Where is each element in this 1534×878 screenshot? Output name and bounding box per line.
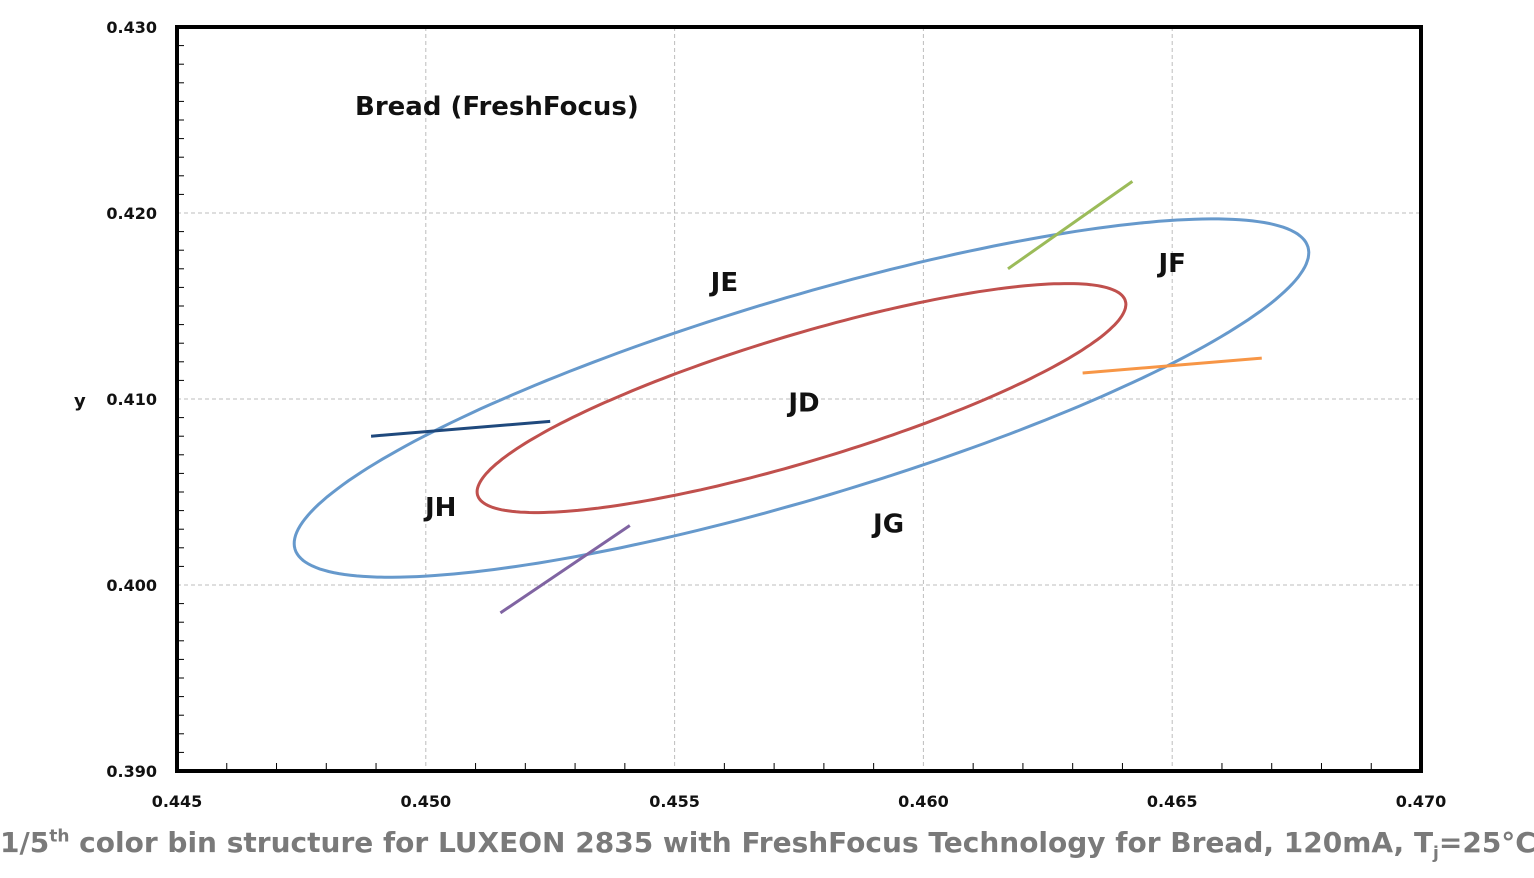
x-tick-label: 0.470 [1396,792,1447,811]
caption-part3: =25°C. [1438,826,1534,859]
x-tick-label: 0.465 [1147,792,1198,811]
divider-line-jf-jg [1082,356,1262,375]
figure-caption: 1/5th color bin structure for LUXEON 283… [0,826,1534,862]
region-label-jh: JH [423,493,456,523]
minor-ticks [177,45,1372,771]
outer-bin-ellipse [292,217,1311,579]
inner-bin-ellipse [475,282,1128,515]
y-tick-labels: 0.390 0.400 0.410 0.420 0.430 [106,18,157,781]
x-tick-labels: 0.445 0.450 0.455 0.460 0.465 0.470 [152,792,1447,811]
bin-region-labels: JD JE JF JG JH [423,249,1186,539]
region-label-je: JE [709,268,738,298]
bin-divider-lines [370,180,1262,615]
divider-line-jh-je [370,419,551,438]
caption-subscript: j [1433,843,1439,864]
region-label-jg: JG [871,510,904,540]
y-axis-label: y [74,391,86,412]
divider-line-je-jf [1007,180,1134,271]
y-tick-label: 0.420 [106,204,157,223]
x-tick-label: 0.445 [152,792,203,811]
x-tick-label: 0.450 [400,792,451,811]
y-tick-label: 0.430 [106,18,157,37]
region-label-jf: JF [1156,249,1185,279]
caption-part2: color bin structure for LUXEON 2835 with… [69,826,1434,859]
color-bin-chart: 0.445 0.450 0.455 0.460 0.465 0.470 0.390 0.40… [74,18,1447,811]
plot-frame [175,25,1423,773]
grid-lines [177,27,1421,771]
region-label-jd: JD [786,389,819,419]
chart-annotation: Bread (FreshFocus) [355,92,639,122]
y-tick-label: 0.400 [106,576,157,595]
y-tick-label: 0.410 [106,390,157,409]
x-tick-label: 0.460 [898,792,949,811]
divider-line-jg-jh [499,524,631,615]
caption-superscript: th [49,826,70,847]
x-tick-label: 0.455 [649,792,700,811]
y-tick-label: 0.390 [106,762,157,781]
caption-part1: 1/5 [0,826,50,859]
